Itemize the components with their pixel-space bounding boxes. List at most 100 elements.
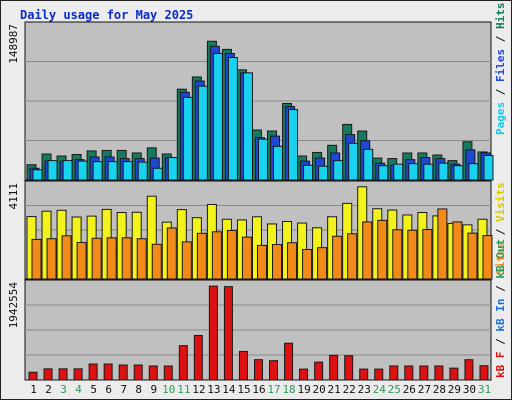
- bar-kb-f-day-19: [299, 368, 309, 381]
- ymax-label: 4111: [7, 183, 20, 210]
- bar-pages-day-23: [363, 148, 374, 181]
- bar-sites-day-29: [452, 221, 463, 280]
- x-tick-label: 7: [120, 383, 127, 396]
- bar-pages-day-31: [483, 155, 494, 181]
- bar-sites-day-28: [437, 208, 448, 280]
- bar-kb-f-day-27: [419, 365, 429, 381]
- bar-kb-f-day-22: [344, 355, 354, 381]
- bar-sites-day-13: [211, 231, 222, 280]
- x-tick-label: 4: [75, 383, 82, 396]
- bar-kb-f-day-28: [434, 365, 444, 381]
- bar-kb-f-day-8: [133, 364, 143, 381]
- legend-entry: Visits: [494, 182, 507, 222]
- bar-pages-day-19: [303, 164, 314, 181]
- bar-kb-f-day-29: [449, 367, 459, 381]
- bar-pages-day-10: [167, 157, 178, 181]
- bar-sites-day-25: [392, 229, 403, 280]
- bar-sites-day-20: [317, 247, 328, 280]
- bar-pages-day-1: [32, 169, 43, 181]
- bar-kb-f-day-21: [329, 354, 339, 381]
- x-tick-label: 9: [150, 383, 157, 396]
- bar-sites-day-9: [151, 243, 162, 280]
- bar-sites-day-23: [362, 221, 373, 280]
- bar-sites-day-8: [136, 238, 147, 280]
- bar-pages-day-12: [197, 85, 208, 181]
- x-tick-label: 24: [373, 383, 387, 396]
- bar-kb-f-day-18: [284, 342, 294, 381]
- bar-sites-day-2: [46, 238, 57, 280]
- x-tick-label: 6: [105, 383, 112, 396]
- bar-pages-day-8: [137, 161, 148, 181]
- bar-kb-f-day-23: [359, 368, 369, 381]
- bar-sites-day-4: [76, 242, 87, 280]
- bar-kb-f-day-3: [58, 368, 68, 381]
- bar-sites-day-30: [467, 232, 478, 280]
- bar-pages-day-2: [47, 160, 58, 181]
- legend-entry: /: [494, 332, 507, 352]
- panel-visits-sites: [24, 180, 493, 280]
- bar-sites-day-31: [482, 235, 493, 280]
- x-tick-label: 20: [313, 383, 326, 396]
- legend-entry: kB Out: [494, 239, 507, 279]
- bar-pages-day-29: [453, 165, 464, 181]
- x-tick-label: 21: [328, 383, 341, 396]
- bar-pages-day-20: [318, 165, 329, 181]
- x-tick-label: 11: [177, 383, 190, 396]
- x-tick-label: 23: [358, 383, 371, 396]
- bar-pages-day-9: [152, 167, 163, 181]
- bar-sites-day-17: [272, 244, 283, 280]
- x-tick-label: 28: [433, 383, 446, 396]
- bar-kb-f-day-7: [118, 364, 128, 381]
- x-tick-label: 17: [267, 383, 280, 396]
- bar-sites-day-26: [407, 229, 418, 280]
- bar-sites-day-5: [91, 237, 102, 280]
- x-tick-label: 12: [192, 383, 205, 396]
- bar-pages-day-22: [348, 142, 359, 181]
- bar-sites-day-12: [196, 232, 207, 280]
- x-tick-label: 13: [207, 383, 220, 396]
- bar-kb-f-day-14: [223, 286, 233, 381]
- legend-middle: Sites / Visits: [494, 182, 507, 275]
- bar-sites-day-22: [347, 233, 358, 280]
- legend-entry: Pages: [494, 102, 507, 135]
- bar-pages-day-14: [227, 57, 238, 181]
- x-tick-label: 2: [45, 383, 52, 396]
- x-tick-label: 3: [60, 383, 67, 396]
- bar-kb-f-day-15: [238, 350, 248, 381]
- x-tick-label: 15: [237, 383, 250, 396]
- x-tick-label: 31: [478, 383, 491, 396]
- x-tick-label: 22: [343, 383, 356, 396]
- chart-title: Daily usage for May 2025: [20, 8, 194, 22]
- bar-kb-f-day-17: [269, 360, 279, 381]
- bar-pages-day-15: [242, 72, 253, 181]
- ymax-label: 1942554: [7, 282, 20, 329]
- bar-pages-day-26: [408, 163, 419, 181]
- bar-sites-day-3: [61, 235, 72, 280]
- bar-sites-day-15: [241, 236, 252, 280]
- bar-sites-day-11: [181, 241, 192, 280]
- bar-pages-day-18: [288, 109, 299, 181]
- x-tick-label: 30: [463, 383, 476, 396]
- x-tick-label: 18: [282, 383, 295, 396]
- bar-pages-day-17: [273, 145, 284, 181]
- bar-pages-day-30: [468, 163, 479, 181]
- bar-sites-day-1: [31, 238, 42, 280]
- bar-sites-day-24: [377, 219, 388, 280]
- bar-kb-f-day-11: [178, 345, 188, 381]
- legend-entry: /: [494, 222, 507, 242]
- x-tick-label: 8: [135, 383, 142, 396]
- panel-kbytes: [24, 279, 492, 381]
- legend-bottom: kB F / kB In / kB Out: [494, 239, 507, 378]
- bar-pages-day-28: [438, 162, 449, 181]
- legend-entry: /: [494, 82, 507, 102]
- bar-kb-f-day-12: [193, 334, 203, 381]
- legend-entry: /: [494, 279, 507, 299]
- legend-top: Pages / Files / Hits: [494, 3, 507, 136]
- bar-sites-day-18: [287, 242, 298, 280]
- bar-kb-f-day-1: [28, 371, 38, 381]
- bar-pages-day-4: [77, 160, 88, 181]
- bar-kb-f-day-5: [88, 363, 98, 381]
- bar-kb-f-day-10: [163, 365, 173, 381]
- bar-sites-day-16: [256, 244, 267, 280]
- bar-pages-day-25: [393, 163, 404, 181]
